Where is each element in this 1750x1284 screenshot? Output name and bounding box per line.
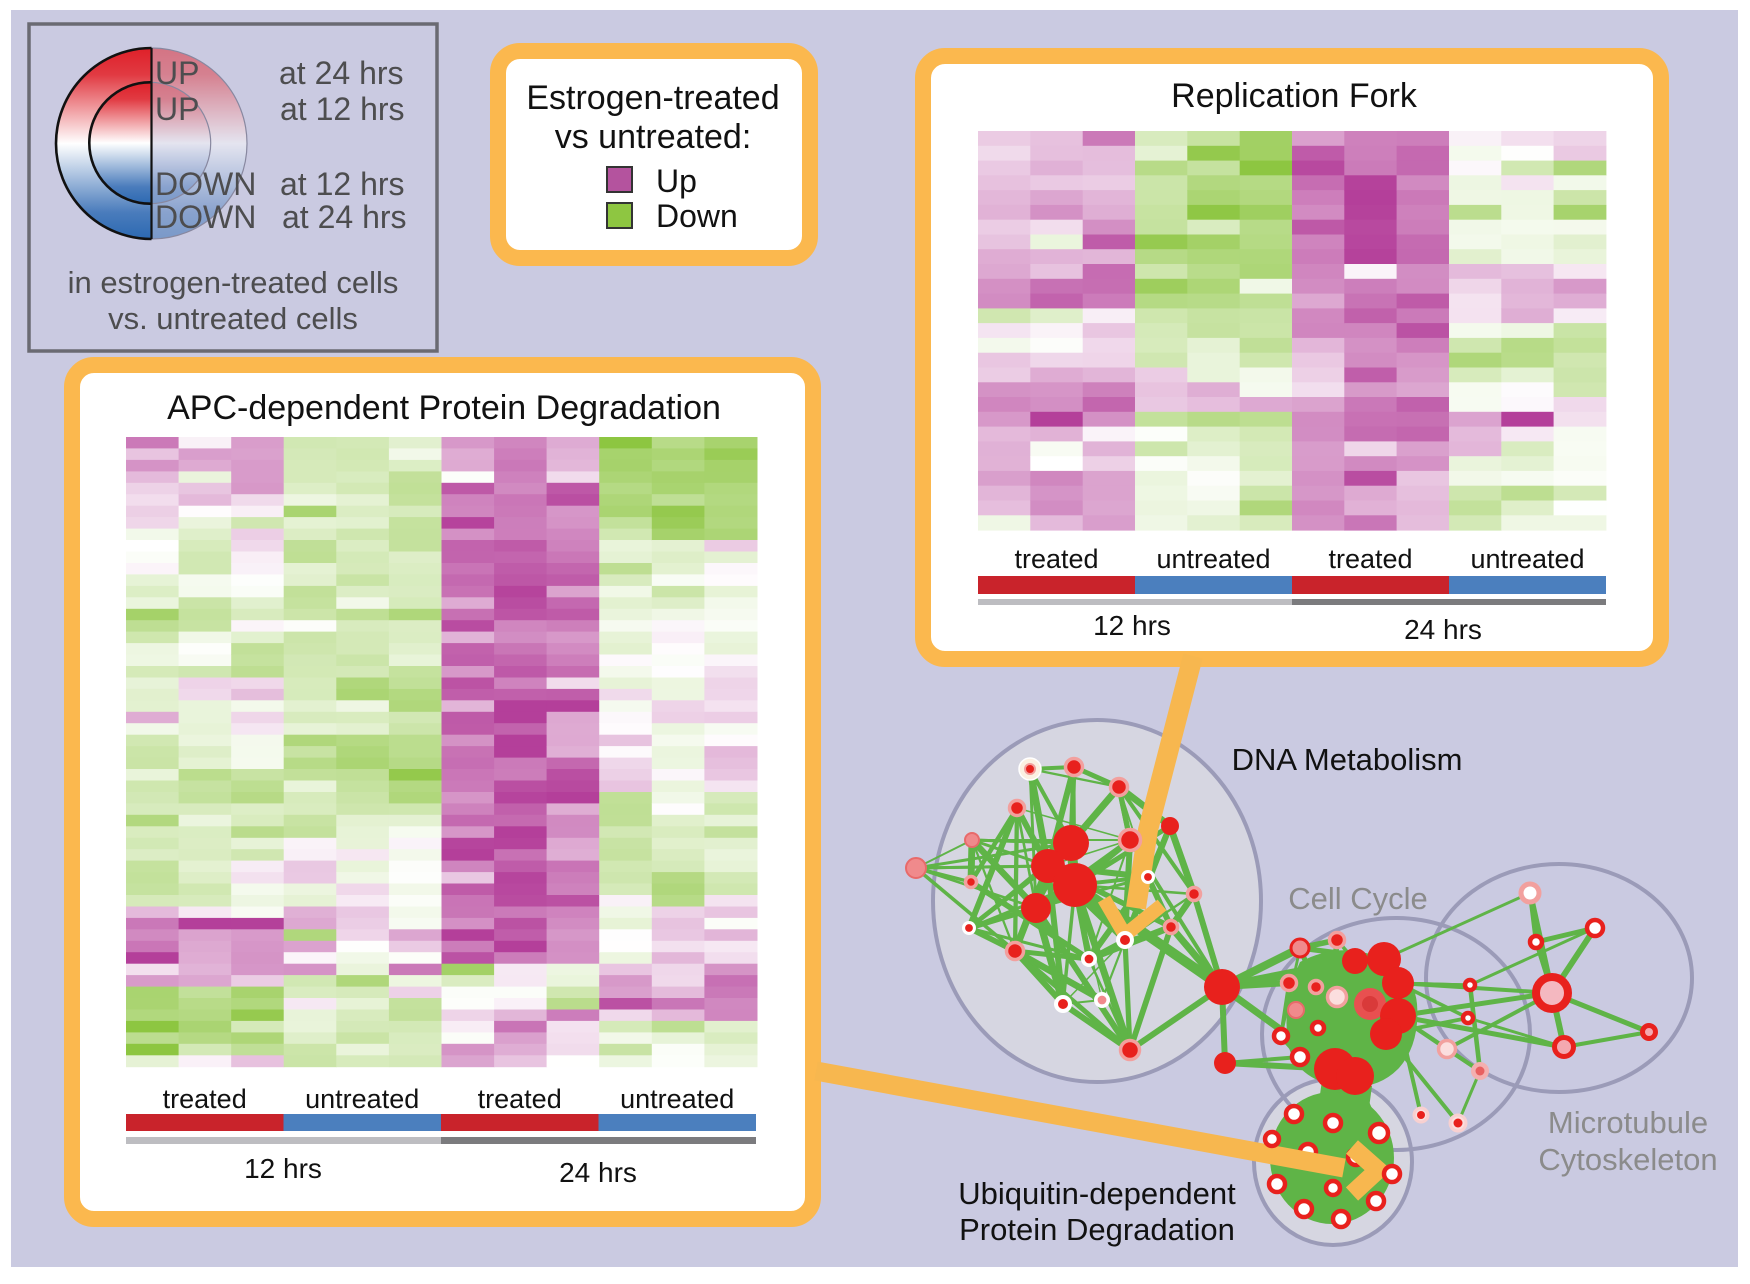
svg-text:in estrogen-treated cells: in estrogen-treated cells <box>68 265 399 300</box>
svg-text:DNA Metabolism: DNA Metabolism <box>1232 742 1463 777</box>
svg-text:at 24 hrs: at 24 hrs <box>279 55 404 91</box>
svg-text:untreated: untreated <box>620 1084 734 1114</box>
svg-text:vs untreated:: vs untreated: <box>555 118 752 156</box>
svg-text:Protein Degradation: Protein Degradation <box>959 1212 1235 1247</box>
svg-text:Microtubule: Microtubule <box>1548 1105 1708 1140</box>
svg-text:DOWN: DOWN <box>155 166 256 202</box>
svg-text:at 12 hrs: at 12 hrs <box>280 166 405 202</box>
svg-text:at 12 hrs: at 12 hrs <box>280 91 405 127</box>
svg-text:DOWN: DOWN <box>155 199 256 235</box>
svg-text:Estrogen-treated: Estrogen-treated <box>526 79 779 117</box>
svg-text:Cytoskeleton: Cytoskeleton <box>1538 1142 1717 1177</box>
svg-text:Replication Fork: Replication Fork <box>1171 77 1418 115</box>
svg-text:Down: Down <box>656 198 738 234</box>
svg-text:24 hrs: 24 hrs <box>1404 614 1482 645</box>
svg-text:untreated: untreated <box>1470 544 1584 574</box>
svg-text:APC-dependent Protein Degradat: APC-dependent Protein Degradation <box>167 389 721 427</box>
svg-text:treated: treated <box>1328 544 1412 574</box>
svg-text:treated: treated <box>163 1084 247 1114</box>
svg-text:vs. untreated cells: vs. untreated cells <box>108 301 358 336</box>
svg-text:24 hrs: 24 hrs <box>559 1157 637 1188</box>
svg-text:untreated: untreated <box>305 1084 419 1114</box>
svg-text:treated: treated <box>1014 544 1098 574</box>
svg-text:12 hrs: 12 hrs <box>244 1153 322 1184</box>
svg-text:Ubiquitin-dependent: Ubiquitin-dependent <box>958 1176 1236 1211</box>
svg-text:UP: UP <box>155 91 199 127</box>
svg-text:UP: UP <box>155 55 199 91</box>
svg-text:12 hrs: 12 hrs <box>1093 610 1171 641</box>
svg-text:Up: Up <box>656 163 697 199</box>
svg-text:treated: treated <box>478 1084 562 1114</box>
svg-text:untreated: untreated <box>1156 544 1270 574</box>
svg-text:at 24 hrs: at 24 hrs <box>282 199 407 235</box>
svg-text:Cell Cycle: Cell Cycle <box>1288 881 1428 916</box>
